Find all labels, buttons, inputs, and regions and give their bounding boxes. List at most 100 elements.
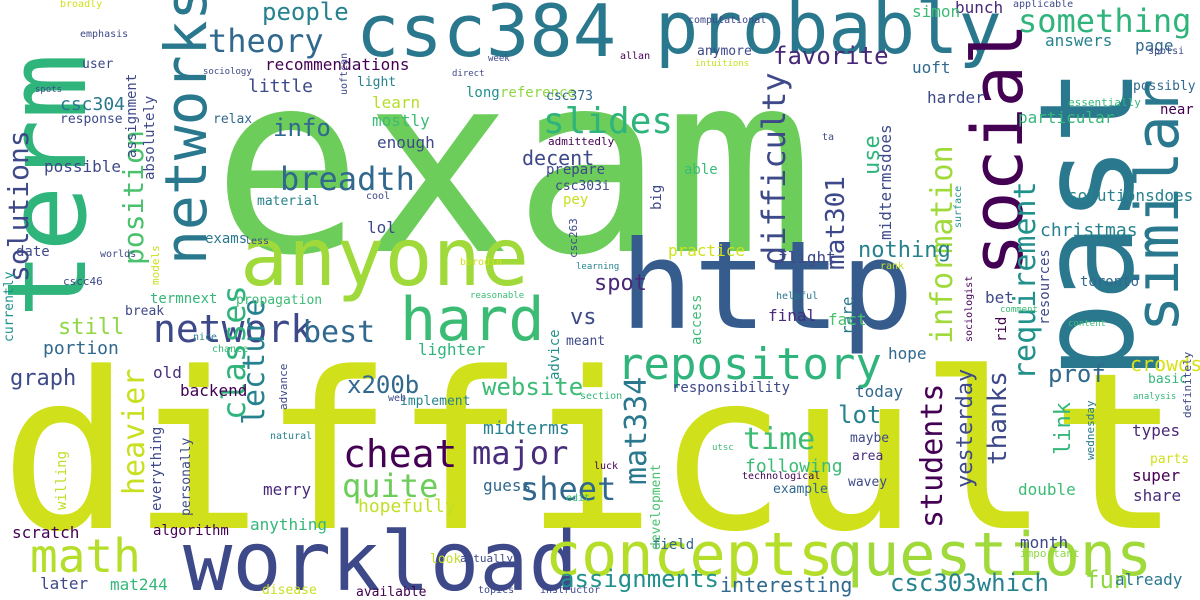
word-mostly: mostly: [372, 111, 430, 130]
word-helpful: helpful: [776, 291, 819, 302]
word-termnext: termnext: [150, 291, 218, 307]
word-fun: fun: [1085, 566, 1129, 594]
word-field: field: [652, 537, 695, 553]
word-yesterday: yesterday: [953, 368, 978, 488]
word-practice: practice: [668, 241, 746, 260]
word-spot: spot: [594, 271, 647, 296]
word-thanks: thanks: [983, 371, 1013, 465]
word-near: near: [1160, 102, 1194, 118]
word-csc384: csc384: [356, 0, 617, 73]
word-lecture: lecture: [237, 298, 272, 425]
word-info: info: [273, 114, 331, 142]
word-implement: implement: [400, 394, 471, 409]
word-hopefully: hopefully: [358, 496, 456, 517]
word-sheet: sheet: [520, 470, 617, 508]
word-month: month: [1020, 533, 1069, 552]
word-lighter: lighter: [418, 340, 486, 359]
word-light: light: [357, 75, 397, 90]
word-prepare: prepare: [546, 162, 606, 178]
word-simon: simon: [912, 2, 961, 21]
word-best: best: [303, 315, 376, 350]
word-hard: hard: [400, 285, 545, 355]
word-interesting: interesting: [720, 573, 853, 597]
word-students: students: [915, 383, 950, 529]
word-chance: chance: [212, 344, 249, 355]
word-big: big: [649, 184, 665, 210]
word-breadth: breadth: [280, 160, 415, 198]
word-merry: merry: [263, 480, 312, 499]
word-still: still: [58, 315, 125, 340]
word-answers: answers: [1045, 31, 1113, 50]
word-anything: anything: [250, 515, 328, 534]
word-uoft: uoft: [912, 58, 951, 77]
word-web: web: [388, 393, 407, 404]
word-edit: edit: [566, 493, 591, 504]
word-later: later: [40, 574, 89, 593]
word-bet: bet: [985, 288, 1014, 307]
word-date: date: [16, 244, 50, 260]
word-flight: flight: [778, 248, 836, 267]
word-solutionsdoes: solutionsdoes: [1068, 186, 1194, 205]
word-networks: networks: [152, 0, 220, 265]
word-repository: repository: [617, 339, 882, 390]
word-scratch: scratch: [12, 523, 80, 542]
word-natural: natural: [270, 431, 313, 442]
word-broadly: broadly: [60, 0, 103, 10]
word-instructor: instructor: [540, 585, 601, 596]
word-luck: luck: [594, 461, 619, 472]
word-link: link: [1051, 402, 1076, 455]
word-bunch: bunch: [955, 0, 1004, 17]
word-able: able: [684, 162, 718, 178]
word-admittedly: admittedly: [548, 135, 615, 148]
word-mat244: mat244: [110, 575, 168, 594]
word-emphasis: emphasis: [80, 29, 129, 40]
word-sociology: sociology: [203, 67, 252, 77]
word-quite: quite: [342, 467, 439, 505]
word-following: following: [745, 456, 843, 477]
word-christmas: christmas: [1040, 220, 1138, 241]
word-csc303i: csc303i: [555, 179, 610, 194]
word-http: http: [620, 215, 914, 357]
word-website: website: [482, 373, 584, 401]
word-wednesday: wednesday: [1084, 400, 1097, 460]
word-assignment: assignment: [124, 73, 140, 158]
word-old: old: [153, 363, 182, 382]
word-difficult: difficult: [0, 327, 1182, 580]
word-basic: basic: [1148, 372, 1188, 387]
word-section: section: [580, 391, 623, 402]
word-comment: comment: [1000, 305, 1038, 315]
word-cool: cool: [366, 191, 391, 202]
word-lot: lot: [838, 401, 882, 429]
word-double: double: [1018, 480, 1076, 499]
word-response: response: [60, 112, 123, 127]
word-reasonable: reasonable: [470, 291, 525, 301]
word-advance: advance: [277, 363, 290, 410]
word-probably: probably: [655, 0, 1002, 70]
word-allan: allan: [620, 51, 651, 62]
word-slides: slides: [543, 101, 674, 142]
word-decent: decent: [522, 146, 595, 170]
word-x200b: x200b: [347, 371, 420, 399]
word-page: page: [1135, 36, 1174, 55]
word-area: area: [852, 449, 884, 464]
word-heavier: heavier: [117, 368, 152, 495]
word-computational: computational: [688, 15, 767, 26]
word-favorite: favorite: [773, 42, 889, 70]
word-willing: willing: [54, 450, 70, 510]
word-assignments: assignments: [560, 565, 719, 593]
word-csc304: csc304: [60, 94, 126, 115]
word-rid: rid: [994, 316, 1010, 342]
word-exam: exam: [212, 19, 815, 310]
word-relax: relax: [213, 112, 253, 127]
word-csc303which: csc303which: [890, 569, 1049, 597]
word-utsc: utsc: [712, 443, 734, 453]
word-user: user: [82, 57, 114, 72]
word-rank: rank: [880, 261, 905, 272]
word-worlds: worlds: [100, 249, 137, 260]
word-cheat: cheat: [343, 432, 458, 476]
word-toronto: toronto: [1080, 274, 1140, 290]
word-borodin: borodin: [460, 257, 503, 268]
word-portion: portion: [43, 338, 119, 359]
word-nothing: nothing: [858, 238, 951, 263]
